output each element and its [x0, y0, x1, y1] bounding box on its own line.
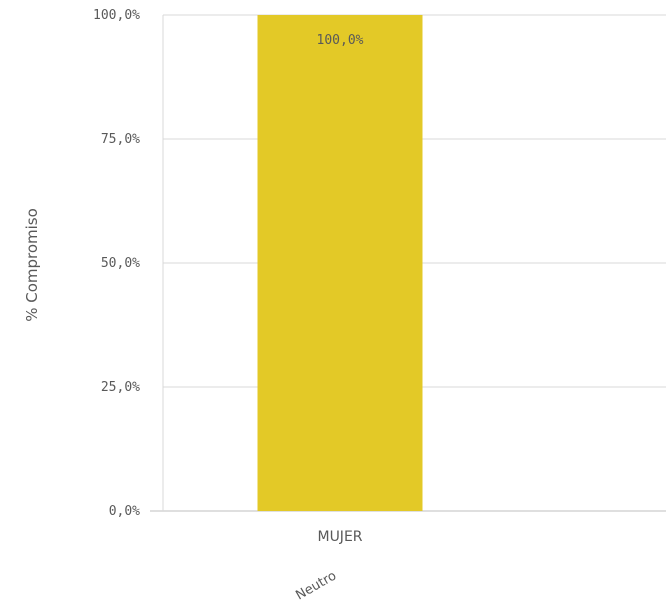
bars: 100,0% — [257, 15, 423, 511]
y-axis-ticks: 0,0% 25,0% 50,0% 75,0% 100,0% — [93, 8, 140, 519]
bar-data-label: 100,0% — [317, 33, 364, 48]
y-tick-label: 100,0% — [93, 8, 140, 23]
x-axis-categories: MUJER — [317, 529, 362, 545]
y-tick-label: 75,0% — [101, 132, 140, 147]
y-tick-label: 0,0% — [109, 504, 140, 519]
x-category-label: MUJER — [317, 529, 362, 545]
bar-mujer[interactable] — [257, 15, 423, 511]
group-label: Neutro — [293, 568, 339, 603]
y-axis-title: % Compromiso — [23, 208, 41, 322]
y-tick-label: 50,0% — [101, 256, 140, 271]
y-tick-label: 25,0% — [101, 380, 140, 395]
